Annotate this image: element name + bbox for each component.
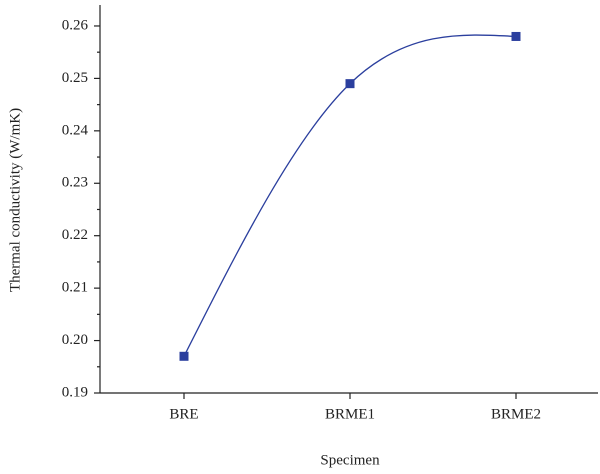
line	[183, 34, 517, 357]
x-tick-label: BRE	[169, 406, 198, 422]
x-axis-label: Specimen	[320, 452, 380, 468]
x-tick-label: BRME2	[491, 406, 541, 422]
y-axis-label: Thermal conductivity (W/mK)	[7, 108, 23, 292]
y-tick-label: 0.20	[62, 332, 88, 348]
marker	[179, 351, 189, 361]
x-tick-label: BRME1	[325, 406, 375, 422]
y-tick-label: 0.21	[62, 280, 88, 296]
y-tick-label: 0.23	[62, 175, 88, 191]
y-tick-label: 0.22	[62, 227, 88, 243]
marker	[345, 79, 355, 89]
y-tick-label: 0.19	[62, 384, 88, 400]
y-tick-label: 0.26	[62, 17, 89, 33]
marker	[511, 31, 521, 41]
y-tick-label: 0.24	[62, 122, 89, 138]
y-tick-label: 0.25	[62, 70, 88, 86]
